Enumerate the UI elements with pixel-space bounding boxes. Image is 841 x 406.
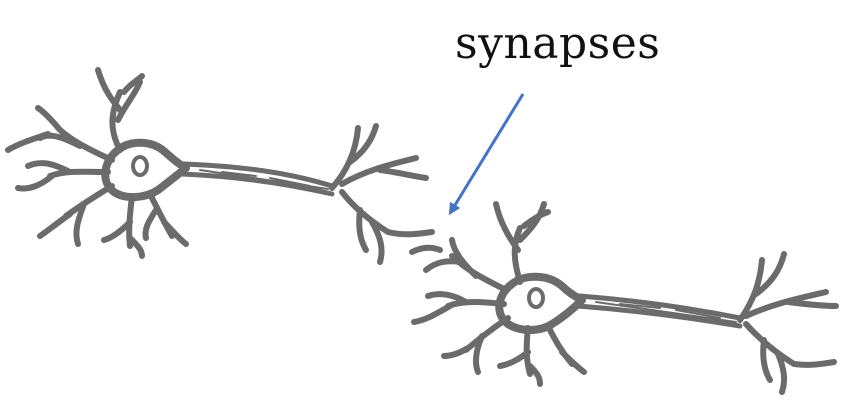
neuron-1-dendrite (15, 160, 111, 192)
neuron-2-axon (575, 303, 743, 329)
neuron-2-nucleus (527, 287, 545, 309)
neuron-2-myelin (595, 301, 737, 323)
neuron-1-dendrite (101, 193, 145, 259)
neuron-1-nucleus (131, 155, 149, 177)
neuron-2-dendrite (411, 291, 507, 325)
neuron-1-dendrite (37, 183, 115, 247)
neuron-2 (409, 201, 839, 395)
synapse-arrow (448, 93, 525, 216)
neuron-1-dendrite (142, 191, 189, 247)
neuron-2-dendrite (409, 237, 509, 293)
neuron-2-dendrite (441, 315, 511, 375)
neuron-1-axon (179, 171, 335, 197)
neuron-2-dendrite (493, 201, 551, 285)
neuron-1-dendrite (95, 67, 145, 153)
neuron-2-axon (577, 293, 743, 321)
neuron-1 (5, 67, 435, 265)
neuron-2-terminal (737, 251, 839, 395)
neuron-1-myelin (199, 169, 329, 190)
neuron-1-axon (181, 161, 335, 189)
neuron-1-dendrite (5, 105, 115, 163)
synapses-label: synapses (455, 18, 661, 69)
neuron-2-dendrite (497, 325, 543, 387)
neuron-1-terminal (329, 123, 435, 265)
neuron-2-dendrite (545, 323, 587, 375)
